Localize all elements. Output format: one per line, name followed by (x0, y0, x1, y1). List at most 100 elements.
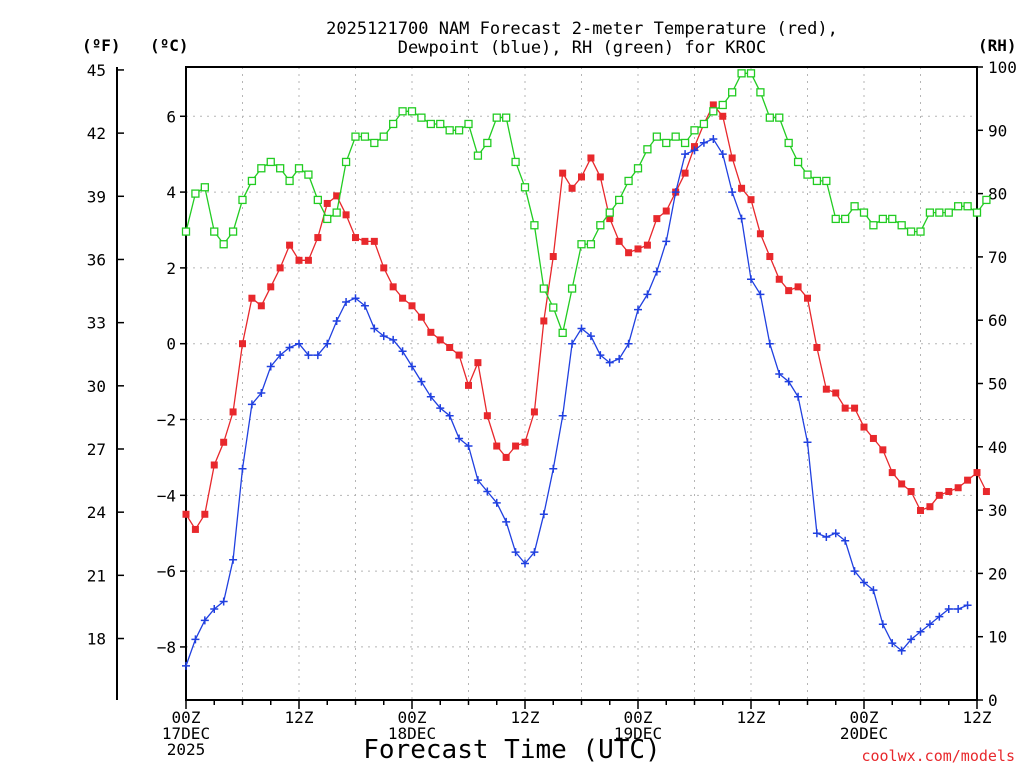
rh-tick-label: 50 (988, 375, 1007, 394)
temperature-point (935, 491, 943, 499)
fahrenheit-tick-label: 27 (87, 440, 106, 459)
rh-point (699, 119, 709, 129)
rh-point (803, 170, 812, 179)
rh-point (718, 100, 727, 110)
dewpoint-point (568, 339, 577, 348)
dewpoint-point (229, 555, 238, 564)
rh-point (888, 214, 897, 224)
temperature-point (879, 446, 887, 454)
temperature-point (662, 207, 670, 215)
dewpoint-point (822, 533, 831, 542)
rh-point (954, 202, 963, 211)
temperature-point (719, 112, 727, 120)
dewpoint-point (624, 339, 633, 348)
temperature-point (389, 283, 397, 291)
dewpoint-point (586, 332, 595, 341)
rh-point (502, 113, 511, 122)
temperature-point (653, 215, 661, 223)
dewpoint-point (473, 476, 482, 485)
temperature-point (408, 302, 416, 310)
fahrenheit-tick-label: 42 (87, 124, 106, 143)
temperature-point (747, 196, 755, 204)
rh-point (831, 214, 840, 224)
rh-point (558, 328, 567, 338)
dewpoint-point (803, 438, 812, 447)
rh-point (200, 183, 209, 192)
rh-point (925, 208, 935, 217)
rh-point (869, 221, 878, 230)
temperature-point (399, 294, 407, 302)
dewpoint-point (681, 150, 690, 159)
celsius-tick-label: 2 (166, 259, 176, 278)
temperature-point (954, 484, 962, 492)
temperature-point (973, 469, 981, 477)
rh-point (445, 126, 454, 135)
dewpoint-point (360, 301, 369, 310)
dewpoint-point (963, 601, 972, 610)
dewpoint-point (219, 597, 228, 606)
rh-point (181, 227, 191, 236)
temperature-point (370, 237, 378, 245)
rh-point (850, 202, 859, 211)
temperature-point (493, 442, 501, 450)
temperature-point (596, 173, 604, 181)
rh-point (586, 240, 596, 249)
dewpoint-point (935, 612, 944, 621)
dewpoint-point (652, 267, 661, 276)
rh-point (671, 132, 680, 141)
dewpoint-point (925, 620, 934, 629)
rh-point (765, 113, 774, 122)
temperature-point (314, 234, 322, 242)
rh-tick-label: 100 (988, 58, 1017, 77)
rh-point (454, 126, 464, 135)
rh-point (191, 189, 200, 198)
rh-point (633, 164, 643, 173)
rh-point (323, 214, 332, 224)
dewpoint-point (276, 351, 285, 360)
dewpoint-point (502, 517, 511, 526)
temperature-point (530, 408, 538, 416)
temperature-point (342, 211, 350, 219)
temperature-point (945, 488, 953, 496)
dewpoint-point (775, 370, 784, 379)
dewpoint-point (784, 377, 793, 386)
dewpoint-point (521, 559, 529, 568)
rh-point (483, 138, 492, 148)
x-tick-label: 2025 (167, 740, 206, 759)
temperature-point (436, 336, 444, 344)
rh-point (520, 183, 530, 192)
rh-point (737, 69, 746, 78)
rh-point (615, 195, 624, 205)
source-credit: coolwx.com/models (861, 747, 1015, 765)
dewpoint-point (464, 442, 473, 451)
temperature-point (446, 343, 454, 351)
celsius-tick-label: −4 (157, 486, 176, 505)
temperature-point (549, 253, 557, 261)
rh-point (219, 240, 228, 249)
dewpoint-point (907, 635, 916, 644)
dewpoint-point (690, 146, 699, 155)
fahrenheit-unit-label: (ºF) (82, 36, 121, 55)
dewpoint-point (812, 529, 821, 538)
temperature-point (964, 476, 972, 484)
fahrenheit-tick-label: 39 (87, 187, 106, 206)
rh-point (257, 164, 266, 173)
dewpoint-point (549, 464, 558, 473)
dewpoint-point (389, 335, 398, 344)
temperature-point (625, 249, 633, 257)
x-axis-title: Forecast Time (UTC) (363, 735, 660, 765)
rh-tick-label: 80 (988, 185, 1007, 204)
x-tick-label: 18DEC (388, 724, 436, 743)
dewpoint-point (709, 135, 718, 144)
dewpoint-point (455, 434, 464, 443)
rh-point (247, 176, 257, 186)
rh-point (407, 107, 417, 116)
temperature-point (295, 256, 303, 264)
temperature-point (220, 438, 228, 446)
rh-tick-label: 30 (988, 501, 1007, 520)
rh-point (294, 164, 304, 173)
temperature-point (907, 488, 915, 496)
dewpoint-point (916, 627, 925, 636)
celsius-tick-label: 0 (166, 335, 176, 354)
